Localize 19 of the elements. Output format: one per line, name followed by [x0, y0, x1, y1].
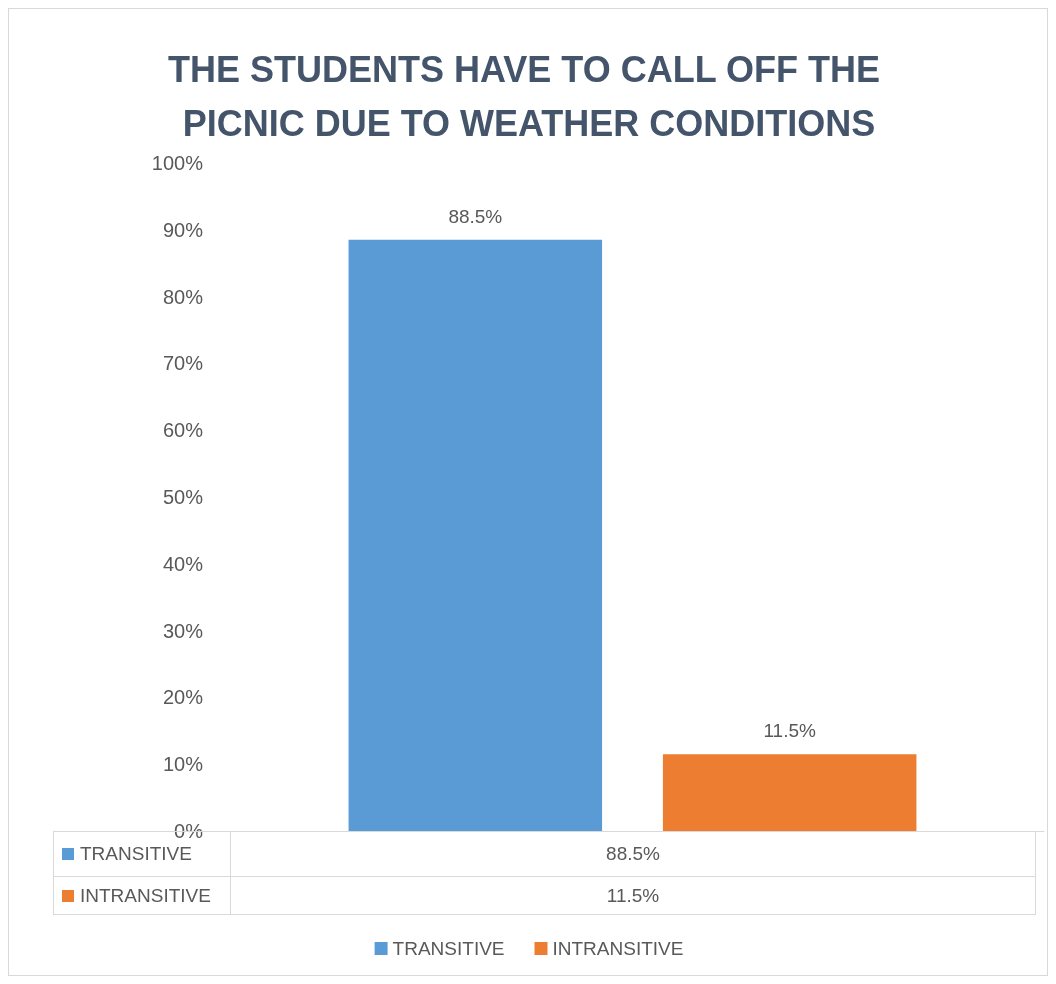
- legend-label: TRANSITIVE: [392, 938, 505, 959]
- y-tick-label: 30%: [162, 619, 204, 642]
- text: TRANSITIVE: [80, 843, 192, 864]
- y-tick-label: 20%: [162, 686, 204, 709]
- data-label: 88.5%: [448, 205, 503, 227]
- y-tick-label: 50%: [162, 486, 204, 508]
- text: INTRANSITIVE: [80, 884, 211, 906]
- legend-label: INTRANSITIVE: [552, 938, 684, 959]
- y-tick-label: 10%: [162, 753, 204, 776]
- y-tick-label: 60%: [162, 419, 204, 442]
- data-label: 11.5%: [763, 720, 817, 742]
- text: 88.5%: [606, 843, 660, 864]
- text: 11.5%: [606, 884, 660, 906]
- y-tick-label: 40%: [162, 552, 204, 575]
- y-tick-label: 100%: [151, 152, 204, 174]
- y-tick-label: 80%: [162, 285, 204, 308]
- y-tick-label: 90%: [162, 218, 204, 241]
- y-tick-label: 70%: [162, 352, 204, 375]
- chart-title: THE STUDENTS HAVE TO CALL OFF THE PICNIC DUE TO WEATHER CONDITIONS: [167, 48, 891, 144]
